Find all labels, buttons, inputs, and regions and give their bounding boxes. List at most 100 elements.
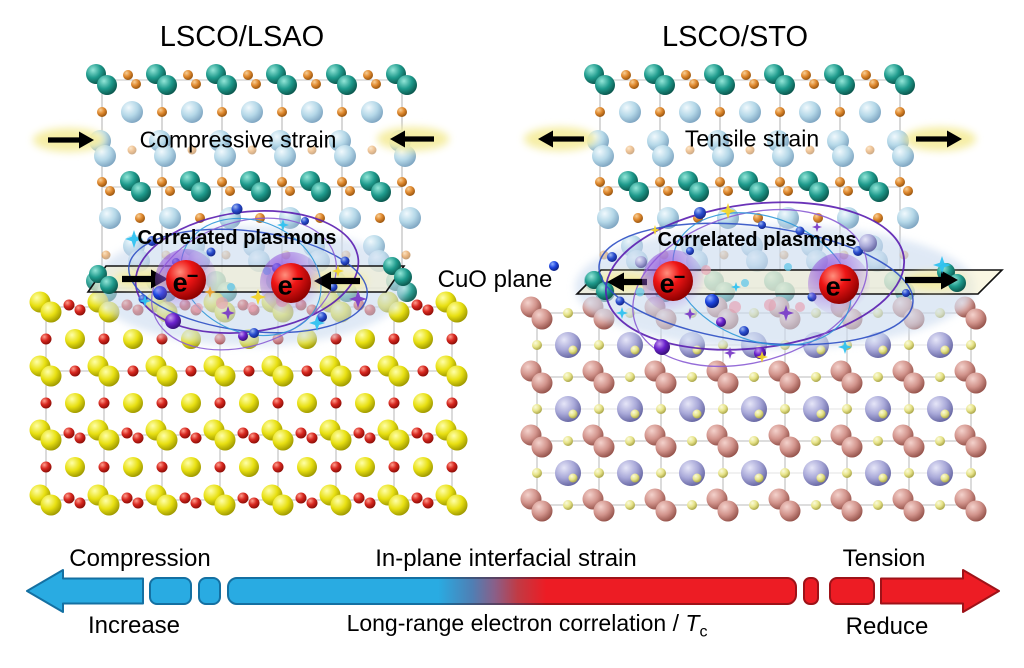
paley-atom (878, 473, 888, 483)
orange-atom (895, 107, 905, 117)
paley-atom (873, 436, 883, 446)
electron-sphere (271, 263, 311, 303)
lavender-atom (859, 234, 877, 252)
lblue-atom (712, 145, 734, 167)
electron-minus: − (186, 265, 199, 288)
salmon-atom (531, 436, 553, 458)
redsm-atom (63, 427, 75, 439)
yellow-atom (388, 494, 410, 516)
teal-atom (131, 182, 151, 202)
sparkle-icon (616, 307, 628, 319)
sparkle-icon (221, 306, 235, 320)
paley-atom (873, 372, 883, 382)
teal-atom (895, 75, 915, 95)
lblue-atom (777, 207, 799, 229)
yellow-atom (388, 429, 410, 451)
paley-atom (625, 372, 635, 382)
orange-atom (621, 70, 631, 80)
panel-title-lsco-sto: LSCO/STO (661, 21, 809, 54)
orange-atom (783, 186, 793, 196)
sparkle-icon (309, 315, 325, 331)
orbit-dot (654, 339, 670, 355)
redsm-atom (132, 497, 144, 509)
orbit-dot (795, 226, 805, 236)
electron-label: e− (173, 266, 200, 297)
salmon-atom (531, 500, 553, 522)
paley-atom (594, 340, 604, 350)
paley-atom (656, 468, 666, 478)
orange-atom (277, 107, 287, 117)
lavender-atom (679, 460, 705, 486)
lblue-atom (679, 101, 701, 123)
correlation-prefix: Long-range electron correlation / (346, 609, 686, 636)
electron-label: e− (826, 270, 853, 301)
paley-atom (816, 409, 826, 419)
teal-atom (157, 75, 177, 95)
lavender-atom (865, 396, 891, 422)
sparkle-icon (933, 256, 951, 274)
redsm-atom (330, 397, 342, 409)
paley-atom (904, 468, 914, 478)
sparkle-icon (724, 347, 736, 359)
yellow-atom (330, 429, 352, 451)
electron-e: e (825, 271, 841, 302)
redsm-atom (237, 427, 249, 439)
paley-atom (940, 345, 950, 355)
teal-atom (809, 182, 829, 202)
orange-atom (337, 107, 347, 117)
orange-atom (801, 70, 811, 80)
yellow-atom (214, 365, 236, 387)
redsm-atom (248, 432, 260, 444)
redsm-atom (446, 461, 458, 473)
lavender-atom (803, 396, 829, 422)
orbit-dot (795, 302, 805, 312)
redsm-atom (359, 365, 371, 377)
redsm-atom (179, 492, 191, 504)
redsm-atom (353, 492, 365, 504)
orange-atom (775, 177, 785, 187)
lavender-atom (635, 256, 647, 268)
redsm-atom (69, 365, 81, 377)
paley-atom (904, 340, 914, 350)
teal-atom (89, 265, 107, 283)
lavender-atom (617, 460, 643, 486)
paley-atom (816, 473, 826, 483)
teal-atom (97, 75, 117, 95)
sparkle-icon (277, 219, 289, 231)
strain-arrows (33, 127, 976, 152)
salmon-atom (903, 372, 925, 394)
orbit-dot (694, 207, 706, 219)
teal-atom (277, 75, 297, 95)
orange-atom (165, 186, 175, 196)
yellow-atom (355, 457, 375, 477)
orange-atom (375, 213, 385, 223)
orbit-dot (206, 247, 216, 257)
yellow-atom (123, 393, 143, 413)
redsm-atom (74, 304, 86, 316)
salmon-atom (965, 500, 987, 522)
paley-atom (687, 500, 697, 510)
yellow-atom (330, 494, 352, 516)
paley-atom (687, 436, 697, 446)
strain-gradient-bar (227, 577, 797, 605)
orange-atom (775, 107, 785, 117)
paley-atom (718, 468, 728, 478)
redsm-atom (272, 461, 284, 473)
orange-atom (655, 177, 665, 187)
orange-atom (187, 145, 197, 155)
lavender-atom (927, 460, 953, 486)
redsm-atom (243, 365, 255, 377)
correlated-plasmons-label-left: Correlated plasmons (137, 227, 337, 249)
compression-dash (198, 577, 221, 605)
sparkle-icon (250, 289, 266, 305)
salmon-atom (717, 372, 739, 394)
teal-atom (835, 75, 855, 95)
orange-atom (191, 79, 201, 89)
lblue-atom (339, 207, 361, 229)
orange-atom (749, 79, 759, 89)
orbit-dot (147, 236, 157, 246)
orange-atom (225, 186, 235, 196)
paley-atom (630, 345, 640, 355)
paley-atom (940, 473, 950, 483)
salmon-atom (593, 436, 615, 458)
